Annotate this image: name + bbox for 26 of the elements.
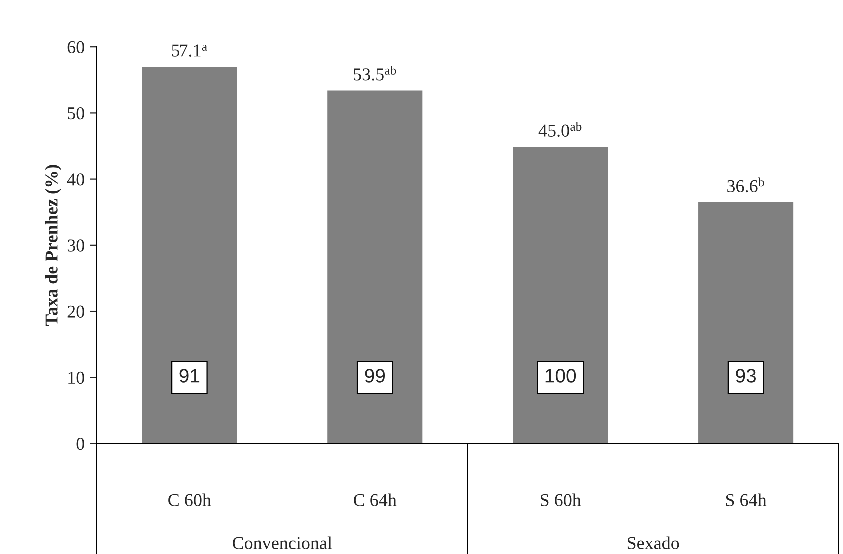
bar	[140, 66, 239, 444]
data-label: 53.5$^{ab}$	[354, 66, 396, 81]
data-label: 57.1$^{a}$	[172, 44, 208, 57]
annotation: 91	[180, 369, 200, 383]
x-tick-label: S 60h	[540, 494, 582, 506]
annotation: 93	[736, 369, 756, 383]
bar	[697, 201, 795, 444]
bar	[326, 89, 424, 444]
text: Sexado	[628, 536, 680, 550]
annotation: 100	[546, 369, 576, 383]
y-tick-label: 40	[67, 174, 84, 186]
bar	[512, 146, 610, 444]
y-tick-label: 30	[68, 240, 84, 252]
x-tick-label: C 64h	[354, 494, 397, 506]
text: Convencional	[233, 536, 332, 550]
y-tick-label: 0	[76, 438, 84, 450]
y-tick-label: 20	[68, 306, 84, 318]
x-tick-label: S 64h	[726, 494, 767, 506]
y-tick-label: 50	[68, 107, 84, 120]
y-tick-label: 10	[68, 372, 84, 384]
y-axis-title: Taxa de Prenhez (%)	[45, 165, 62, 326]
y-tick-label: 60	[68, 41, 84, 54]
annotation: 99	[365, 369, 386, 383]
x-tick-label: C 60h	[168, 494, 212, 506]
data-label: 36.6$^{b}$	[728, 178, 764, 193]
data-label: 45.0$^{ab}$	[538, 122, 582, 138]
